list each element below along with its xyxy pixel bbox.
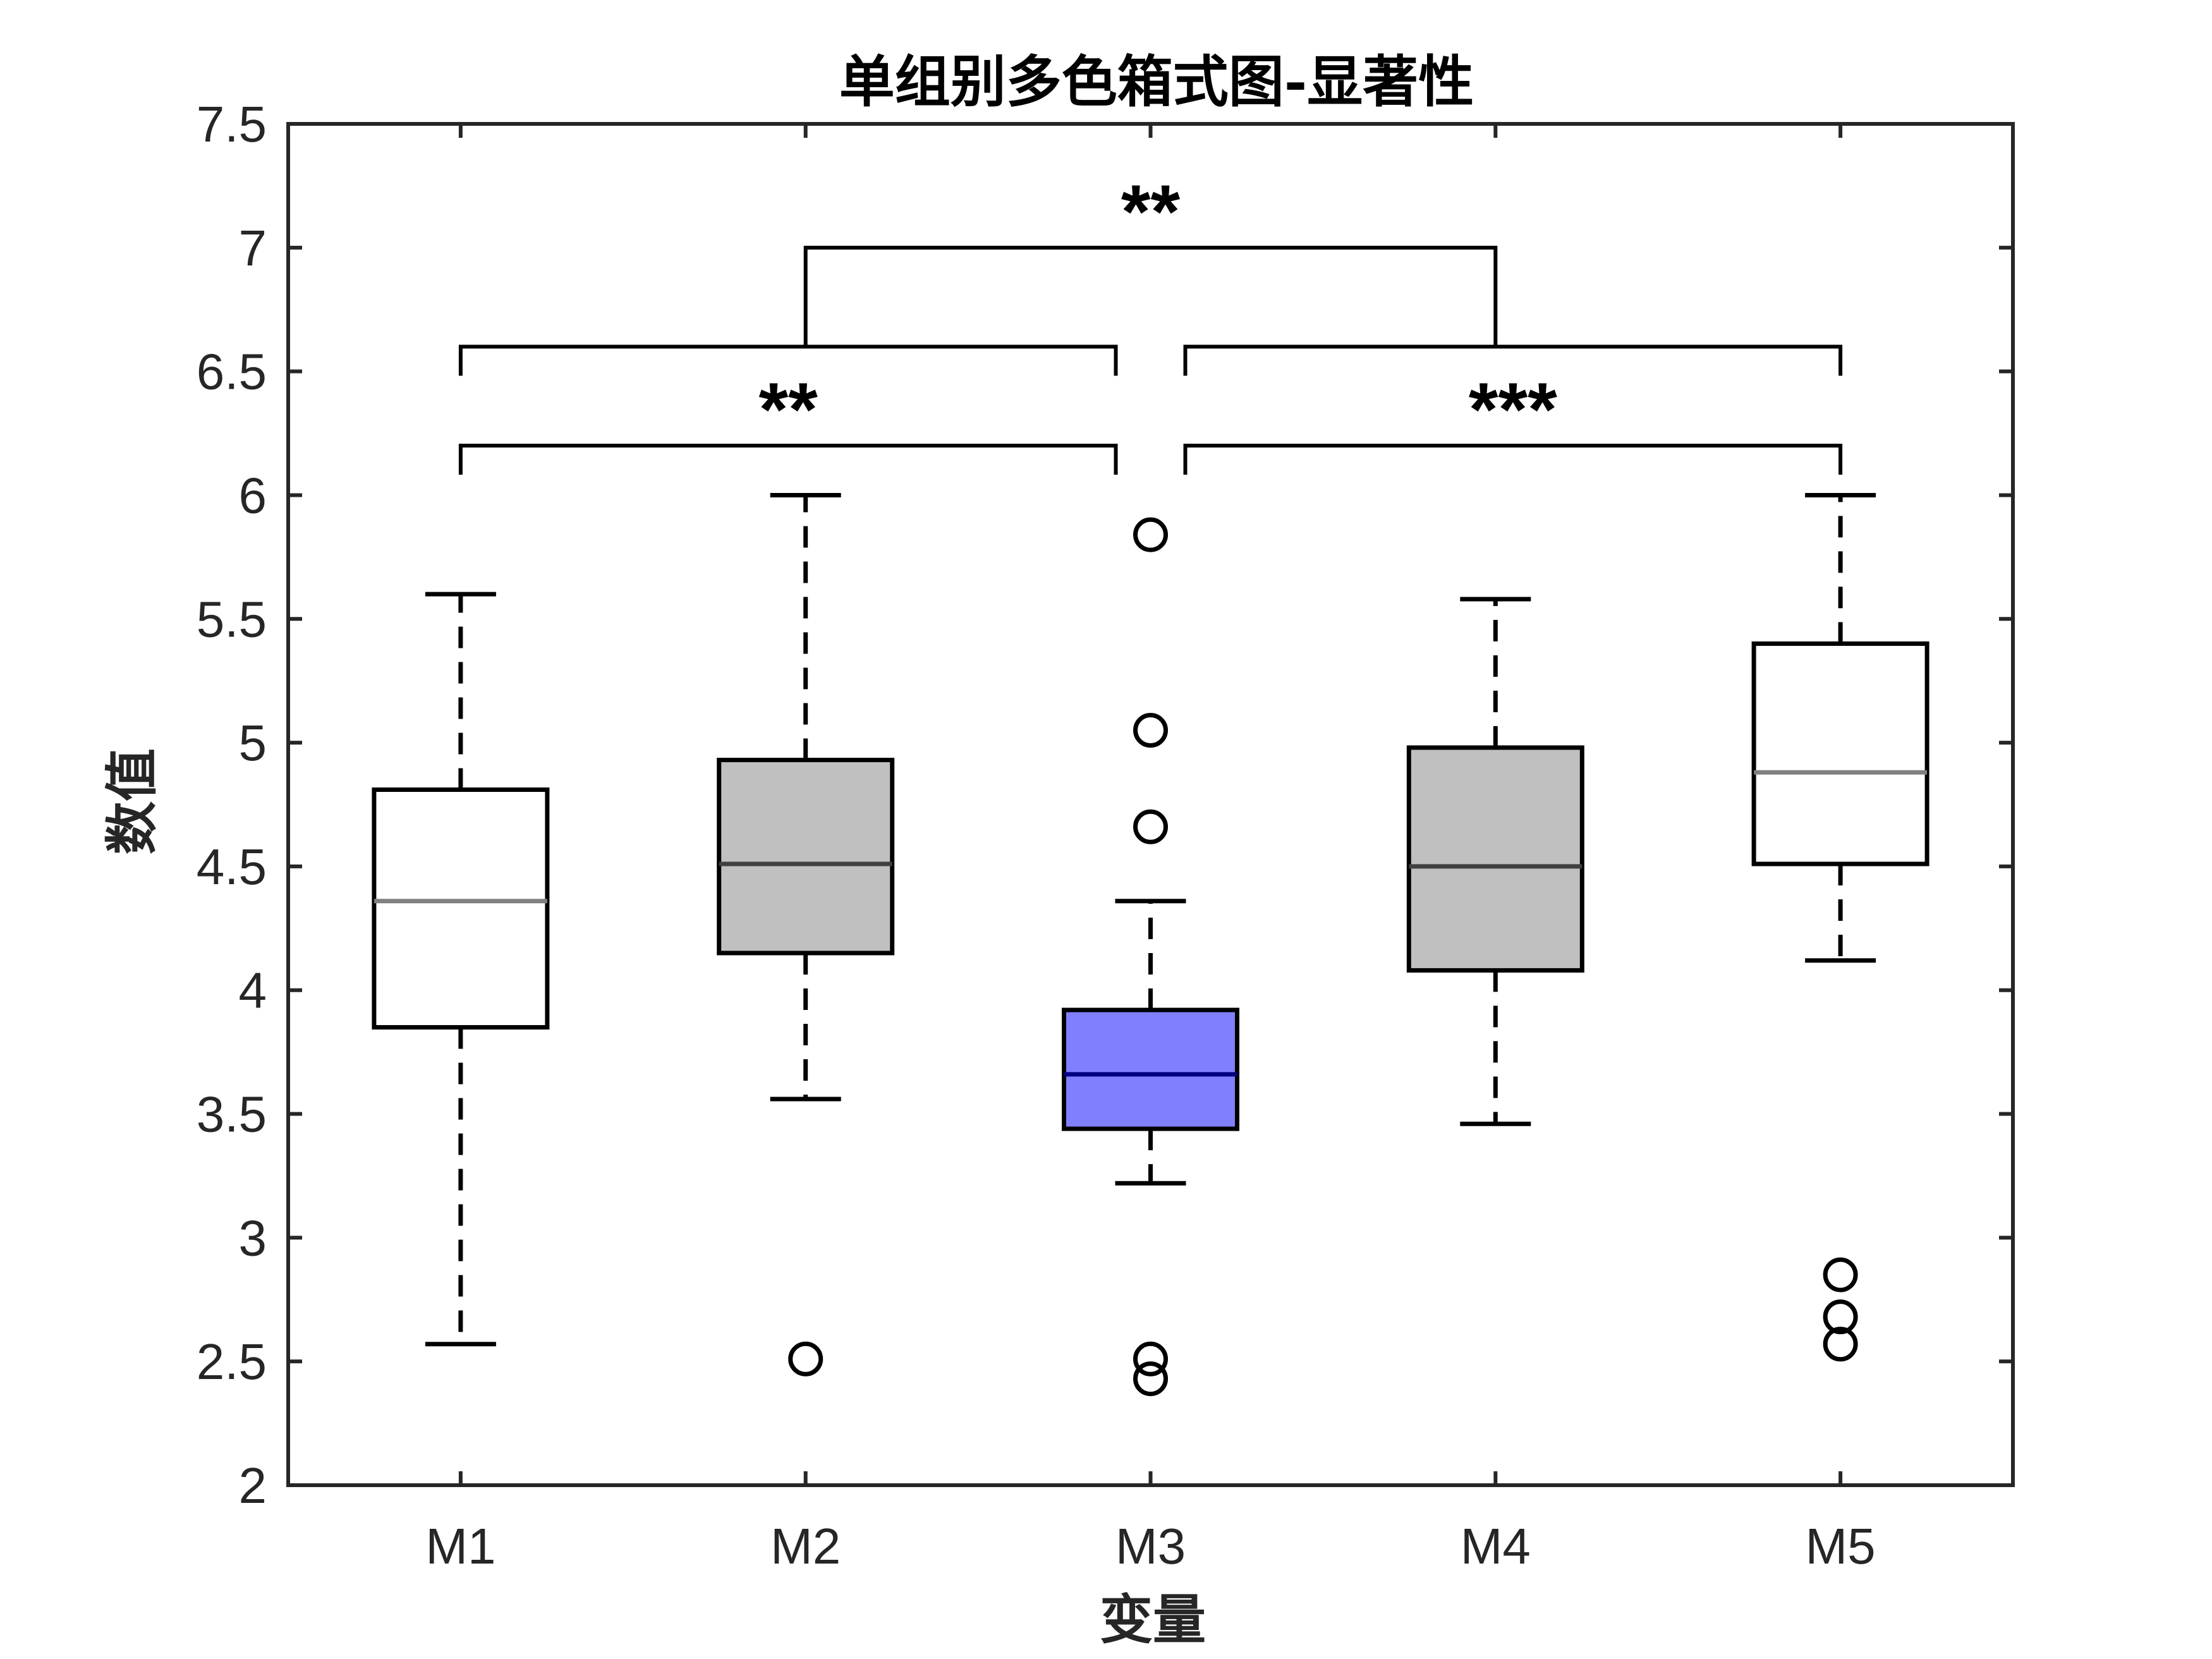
outlier-point (1133, 517, 1168, 552)
x-tick-label: M4 (1461, 1518, 1531, 1574)
y-tick-label: 6.5 (197, 344, 267, 400)
significance-label: ** (1121, 169, 1181, 254)
x-tick-label: M2 (770, 1518, 841, 1574)
outlier-point (1133, 713, 1168, 748)
bracket-line (1183, 344, 1843, 376)
y-tick-label: 4 (239, 963, 267, 1019)
iqr-box (1062, 1007, 1239, 1131)
bracket-line (1183, 444, 1843, 475)
y-tick-label: 7.5 (197, 96, 267, 152)
bracket-line (458, 344, 1118, 376)
plot-area: 22.533.544.555.566.577.5M1 M2 M3 M4 M5** ****… (197, 96, 2015, 1574)
y-tick-label: 7 (239, 220, 267, 276)
outlier-point (1823, 1327, 1858, 1362)
iqr-box (717, 758, 895, 956)
chart-title: 单组别多色箱式图-显著性 (839, 49, 1474, 114)
y-tick-label: 2.5 (197, 1334, 267, 1390)
box-m5 (1751, 492, 1929, 1362)
bracket-line (803, 245, 1498, 347)
y-tick-label: 2 (239, 1457, 267, 1514)
outlier-point (1133, 809, 1168, 844)
x-tick-label: M3 (1115, 1518, 1186, 1574)
box-m3 (1062, 517, 1239, 1397)
tier-bracket-left (458, 344, 1118, 376)
y-tick-label: 3.5 (197, 1086, 267, 1143)
significance-bracket-m3-m5: *** (1183, 367, 1843, 475)
significance-bracket-top: ** (803, 169, 1498, 347)
y-tick-label: 5 (239, 715, 267, 771)
outlier-point (1823, 1299, 1858, 1335)
box-m2 (717, 492, 895, 1376)
outlier-point (1133, 1341, 1168, 1376)
bracket-line (458, 444, 1118, 475)
x-axis-title: 变量 (1100, 1588, 1206, 1651)
box-m4 (1406, 597, 1584, 1126)
y-tick-label: 4.5 (197, 839, 267, 895)
significance-label: *** (1469, 367, 1557, 452)
outlier-point (1133, 1361, 1168, 1397)
iqr-box (1406, 745, 1584, 973)
y-tick-label: 6 (239, 467, 267, 523)
significance-bracket-m1-m3: ** (458, 367, 1118, 475)
iqr-box (1751, 641, 1929, 866)
y-axis-title: 数值 (100, 748, 163, 854)
significance-label: ** (758, 367, 818, 452)
tier-bracket-right (1183, 344, 1843, 376)
iqr-box (372, 787, 550, 1030)
y-tick-label: 5.5 (197, 591, 267, 647)
outlier-point (788, 1341, 823, 1376)
box-m1 (372, 592, 550, 1347)
x-tick-label: M5 (1806, 1518, 1876, 1574)
y-tick-label: 3 (239, 1210, 267, 1266)
x-tick-label: M1 (425, 1518, 495, 1574)
outlier-point (1823, 1257, 1858, 1292)
